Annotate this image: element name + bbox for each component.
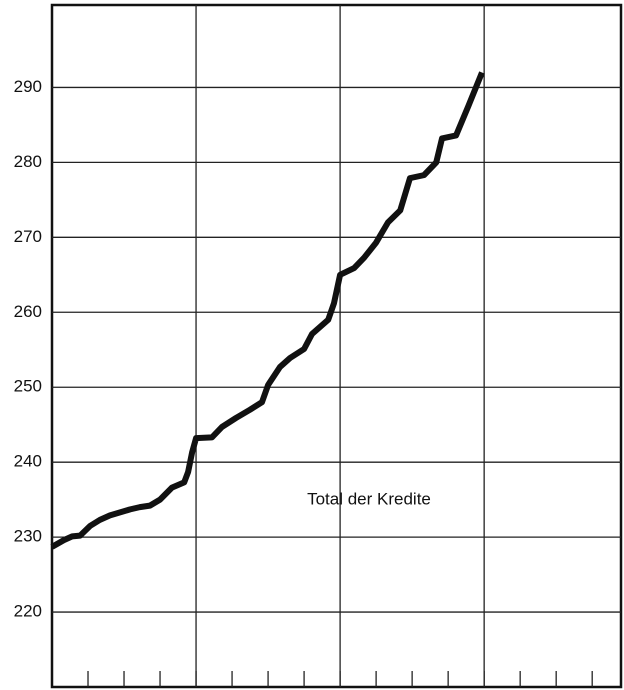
- plot-frame: [50, 3, 623, 689]
- annotation: Total der Kredite: [307, 489, 431, 508]
- y-tick-label: 270: [14, 227, 42, 246]
- y-tick-label: 220: [14, 602, 42, 621]
- y-tick-label: 260: [14, 302, 42, 321]
- y-tick-label: 240: [14, 452, 42, 471]
- y-tick-label: 230: [14, 527, 42, 546]
- y-tick-label: 250: [14, 377, 42, 396]
- y-tick-label: 280: [14, 152, 42, 171]
- y-tick-label: 290: [14, 77, 42, 96]
- data-line: [50, 71, 485, 550]
